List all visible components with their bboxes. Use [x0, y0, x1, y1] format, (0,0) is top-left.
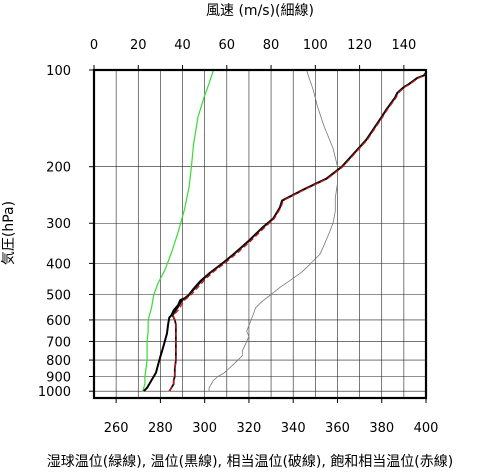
left-tick-label-700: 700	[46, 335, 71, 350]
top-tick-label-0: 0	[90, 38, 98, 53]
series-theta-line	[143, 72, 427, 392]
bottom-tick-label-320: 320	[237, 421, 262, 436]
plot-frame	[92, 68, 428, 400]
left-tick-label-200: 200	[46, 161, 71, 176]
bottom-axis-title: 湿球温位(緑線), 温位(黒線), 相当温位(破線), 飽和相当温位(赤線)	[47, 453, 453, 470]
tick-labels: 260 280 300 320 340 360 380 400 0 20 40 60 80 100 120 1…	[38, 38, 439, 436]
left-tick-label-1000: 1000	[38, 385, 71, 400]
top-tick-label-120: 120	[347, 38, 372, 53]
bottom-tick-label-360: 360	[325, 421, 350, 436]
bottom-tick-label-400: 400	[414, 421, 439, 436]
left-tick-label-900: 900	[46, 370, 71, 385]
top-tick-label-20: 20	[130, 38, 147, 53]
top-tick-label-80: 80	[263, 38, 280, 53]
left-tick-label-500: 500	[46, 289, 71, 304]
top-axis-title: 風速 (m/s)(細線)	[206, 3, 314, 19]
series-wet-bulb-line	[142, 69, 215, 392]
bottom-tick-label-380: 380	[369, 421, 394, 436]
series-wind-line	[208, 69, 338, 392]
bottom-tick-label-340: 340	[281, 421, 306, 436]
bottom-tick-label-260: 260	[104, 421, 129, 436]
left-axis-title: 気圧(hPa)	[1, 201, 17, 265]
top-tick-label-40: 40	[174, 38, 191, 53]
left-tick-label-300: 300	[46, 217, 71, 232]
bottom-tick-label-300: 300	[192, 421, 217, 436]
left-tick-label-100: 100	[46, 64, 71, 79]
bottom-tick-label-280: 280	[148, 421, 173, 436]
series-theta-e-line	[168, 72, 427, 392]
top-tick-label-140: 140	[391, 38, 416, 53]
left-tick-label-600: 600	[46, 314, 71, 329]
left-tick-label-800: 800	[46, 354, 71, 369]
series-theta-es-line	[168, 72, 427, 392]
top-tick-label-60: 60	[219, 38, 236, 53]
series-group	[142, 69, 427, 392]
left-tick-label-400: 400	[46, 257, 71, 272]
grid	[93, 69, 427, 398]
top-tick-label-100: 100	[303, 38, 328, 53]
plot-border	[92, 68, 428, 400]
